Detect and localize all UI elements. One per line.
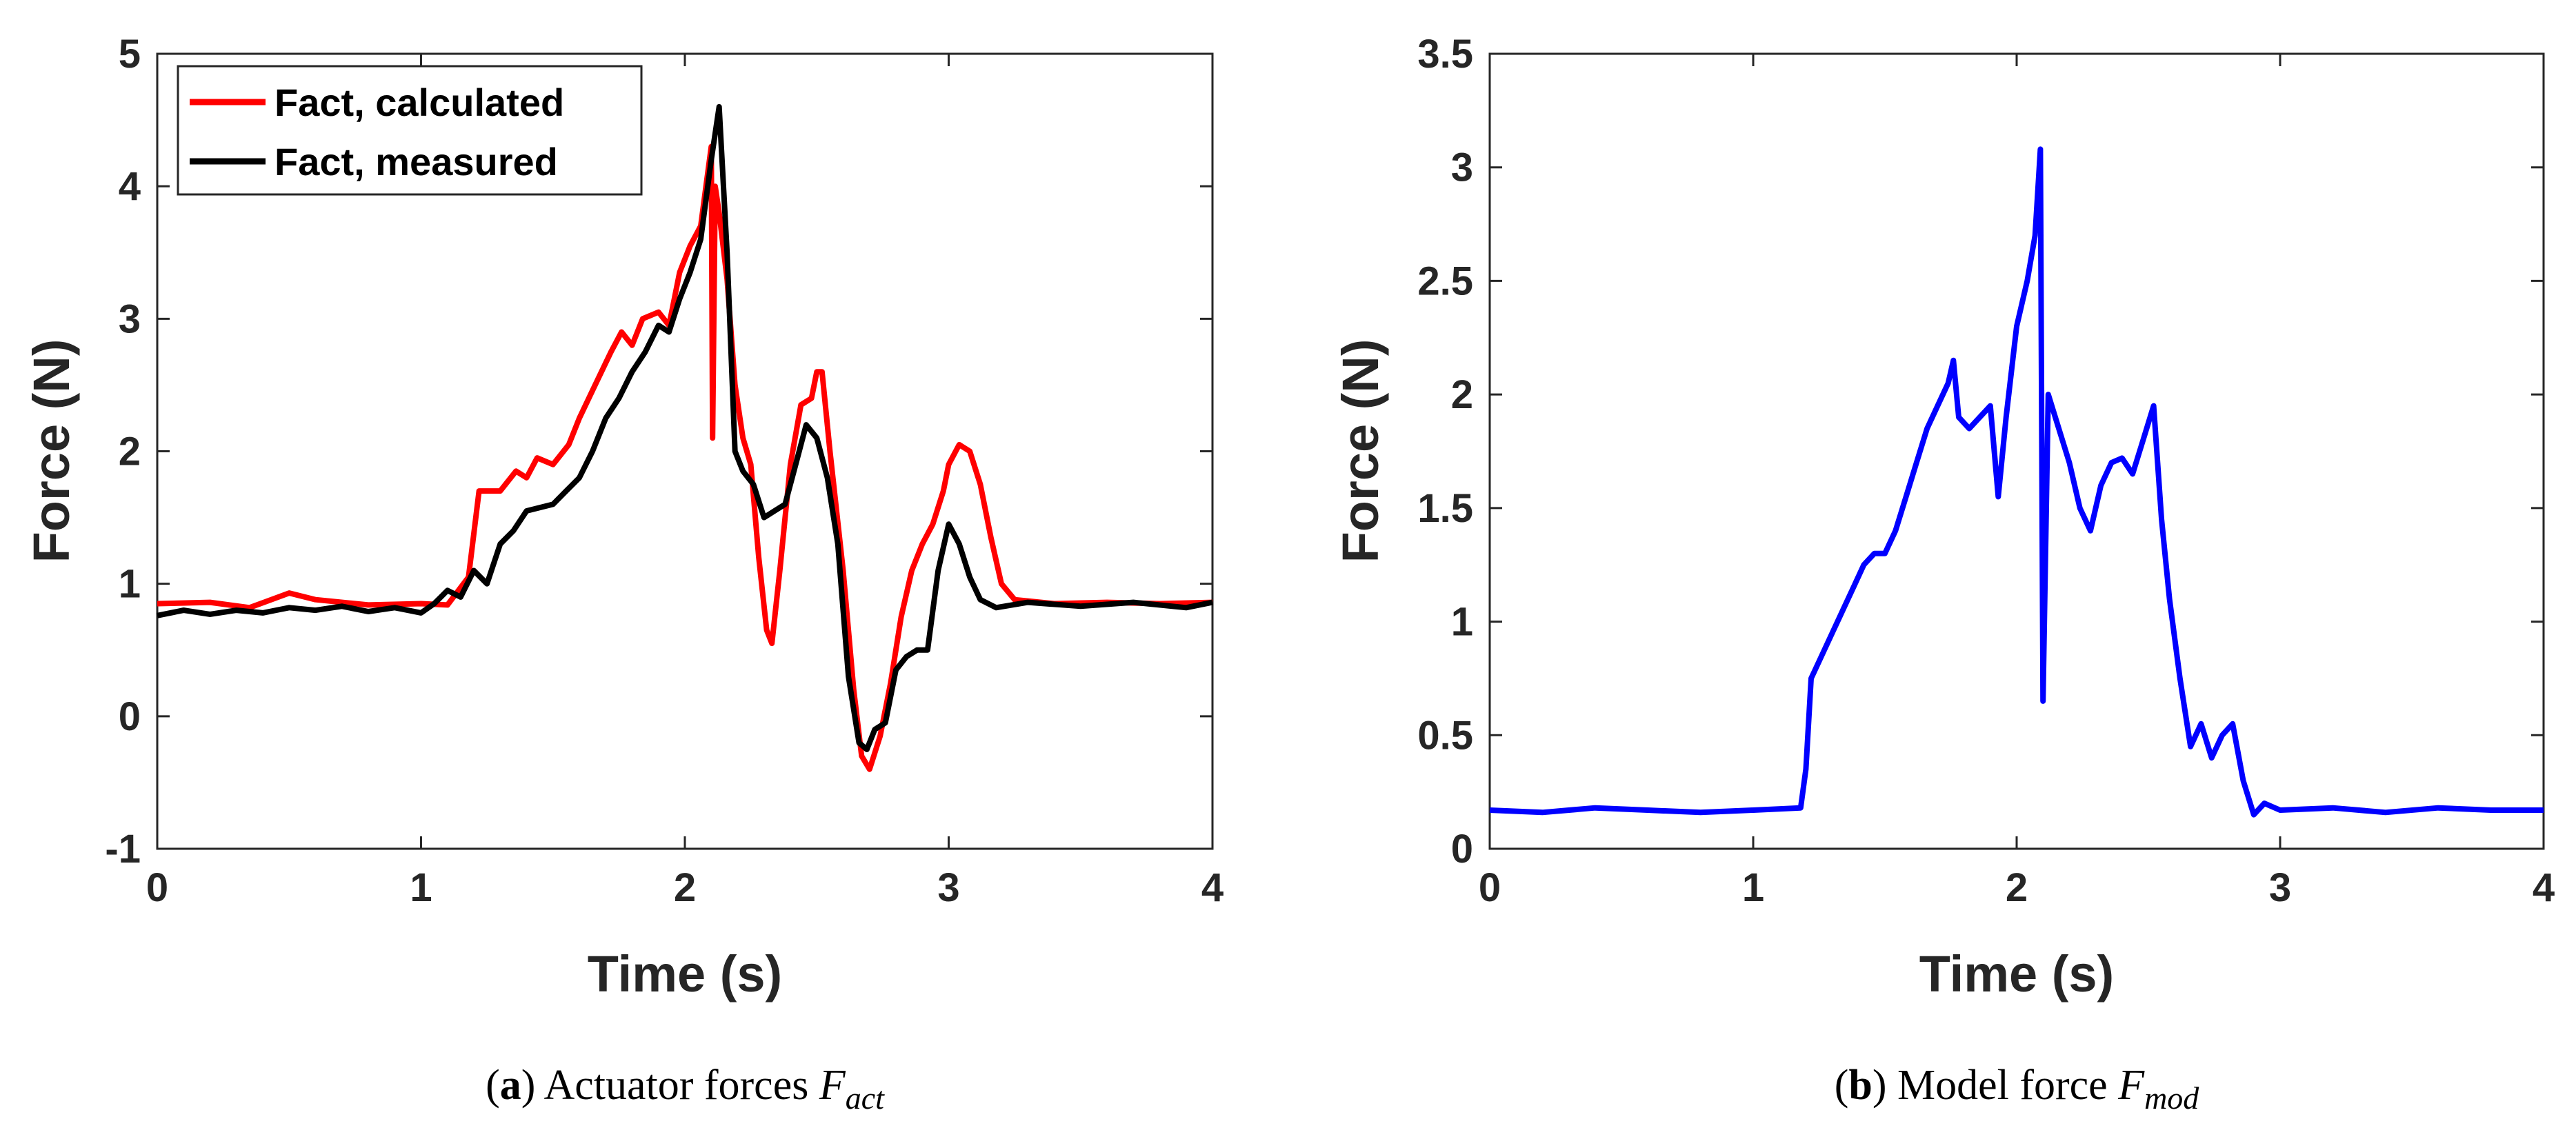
series-line-a-1 <box>157 103 1213 752</box>
y-tick-label-a-2: 1 <box>119 562 141 607</box>
series-line-a-0 <box>157 143 1213 772</box>
y-tick-label-b-2: 1 <box>1451 600 1473 645</box>
legend-label-measured: Fact, measured <box>274 140 558 183</box>
y-axis-label-b: Force (N) <box>1332 339 1389 563</box>
y-tick-label-a-4: 3 <box>119 296 141 341</box>
x-tick-label-a-1: 1 <box>410 865 432 910</box>
x-tick-label-a-3: 3 <box>937 865 959 910</box>
y-tick-label-b-7: 3.5 <box>1417 32 1473 77</box>
x-tick-label-a-2: 2 <box>674 865 696 910</box>
series-line-b-0 <box>1489 146 2544 818</box>
y-axis-label-a: Force (N) <box>23 339 80 563</box>
x-axis-label-a: Time (s) <box>588 945 782 1003</box>
x-tick-label-b-0: 0 <box>1479 865 1501 910</box>
y-tick-label-a-0: -1 <box>105 827 141 872</box>
x-axis-label-b: Time (s) <box>1919 945 2114 1003</box>
y-tick-label-b-0: 0 <box>1451 827 1473 872</box>
x-tick-label-a-0: 0 <box>146 865 168 910</box>
caption-b: (b) Model force Fmod <box>1835 1062 2200 1116</box>
legend-label-calculated: Fact, calculated <box>274 81 564 124</box>
x-tick-label-a-4: 4 <box>1201 865 1224 910</box>
y-tick-label-b-3: 1.5 <box>1417 486 1473 531</box>
y-tick-label-b-4: 2 <box>1451 372 1473 417</box>
y-tick-label-b-6: 3 <box>1451 145 1473 190</box>
chart-model-force: 0 1 2 3 4 0 0.5 1 1.5 2 2.5 3 3.5 Time (s) Force (N)… <box>1332 32 2555 1116</box>
y-tick-label-a-1: 0 <box>119 694 141 739</box>
x-tick-label-b-1: 1 <box>1742 865 1764 910</box>
x-tick-label-b-3: 3 <box>2269 865 2291 910</box>
x-tick-label-b-2: 2 <box>2006 865 2028 910</box>
y-tick-label-b-5: 2.5 <box>1417 259 1473 303</box>
caption-a: (a) Actuator forces Fact <box>486 1062 885 1116</box>
legend-box <box>177 65 643 196</box>
y-tick-label-a-5: 4 <box>119 164 141 209</box>
y-tick-label-a-3: 2 <box>119 430 141 474</box>
y-tick-label-a-6: 5 <box>119 32 141 77</box>
legend-a: Fact, calculated Fact, measured <box>177 65 643 196</box>
x-tick-label-b-4: 4 <box>2533 865 2555 910</box>
y-tick-label-b-1: 0.5 <box>1417 713 1473 758</box>
plot-area-b <box>1488 52 2545 850</box>
